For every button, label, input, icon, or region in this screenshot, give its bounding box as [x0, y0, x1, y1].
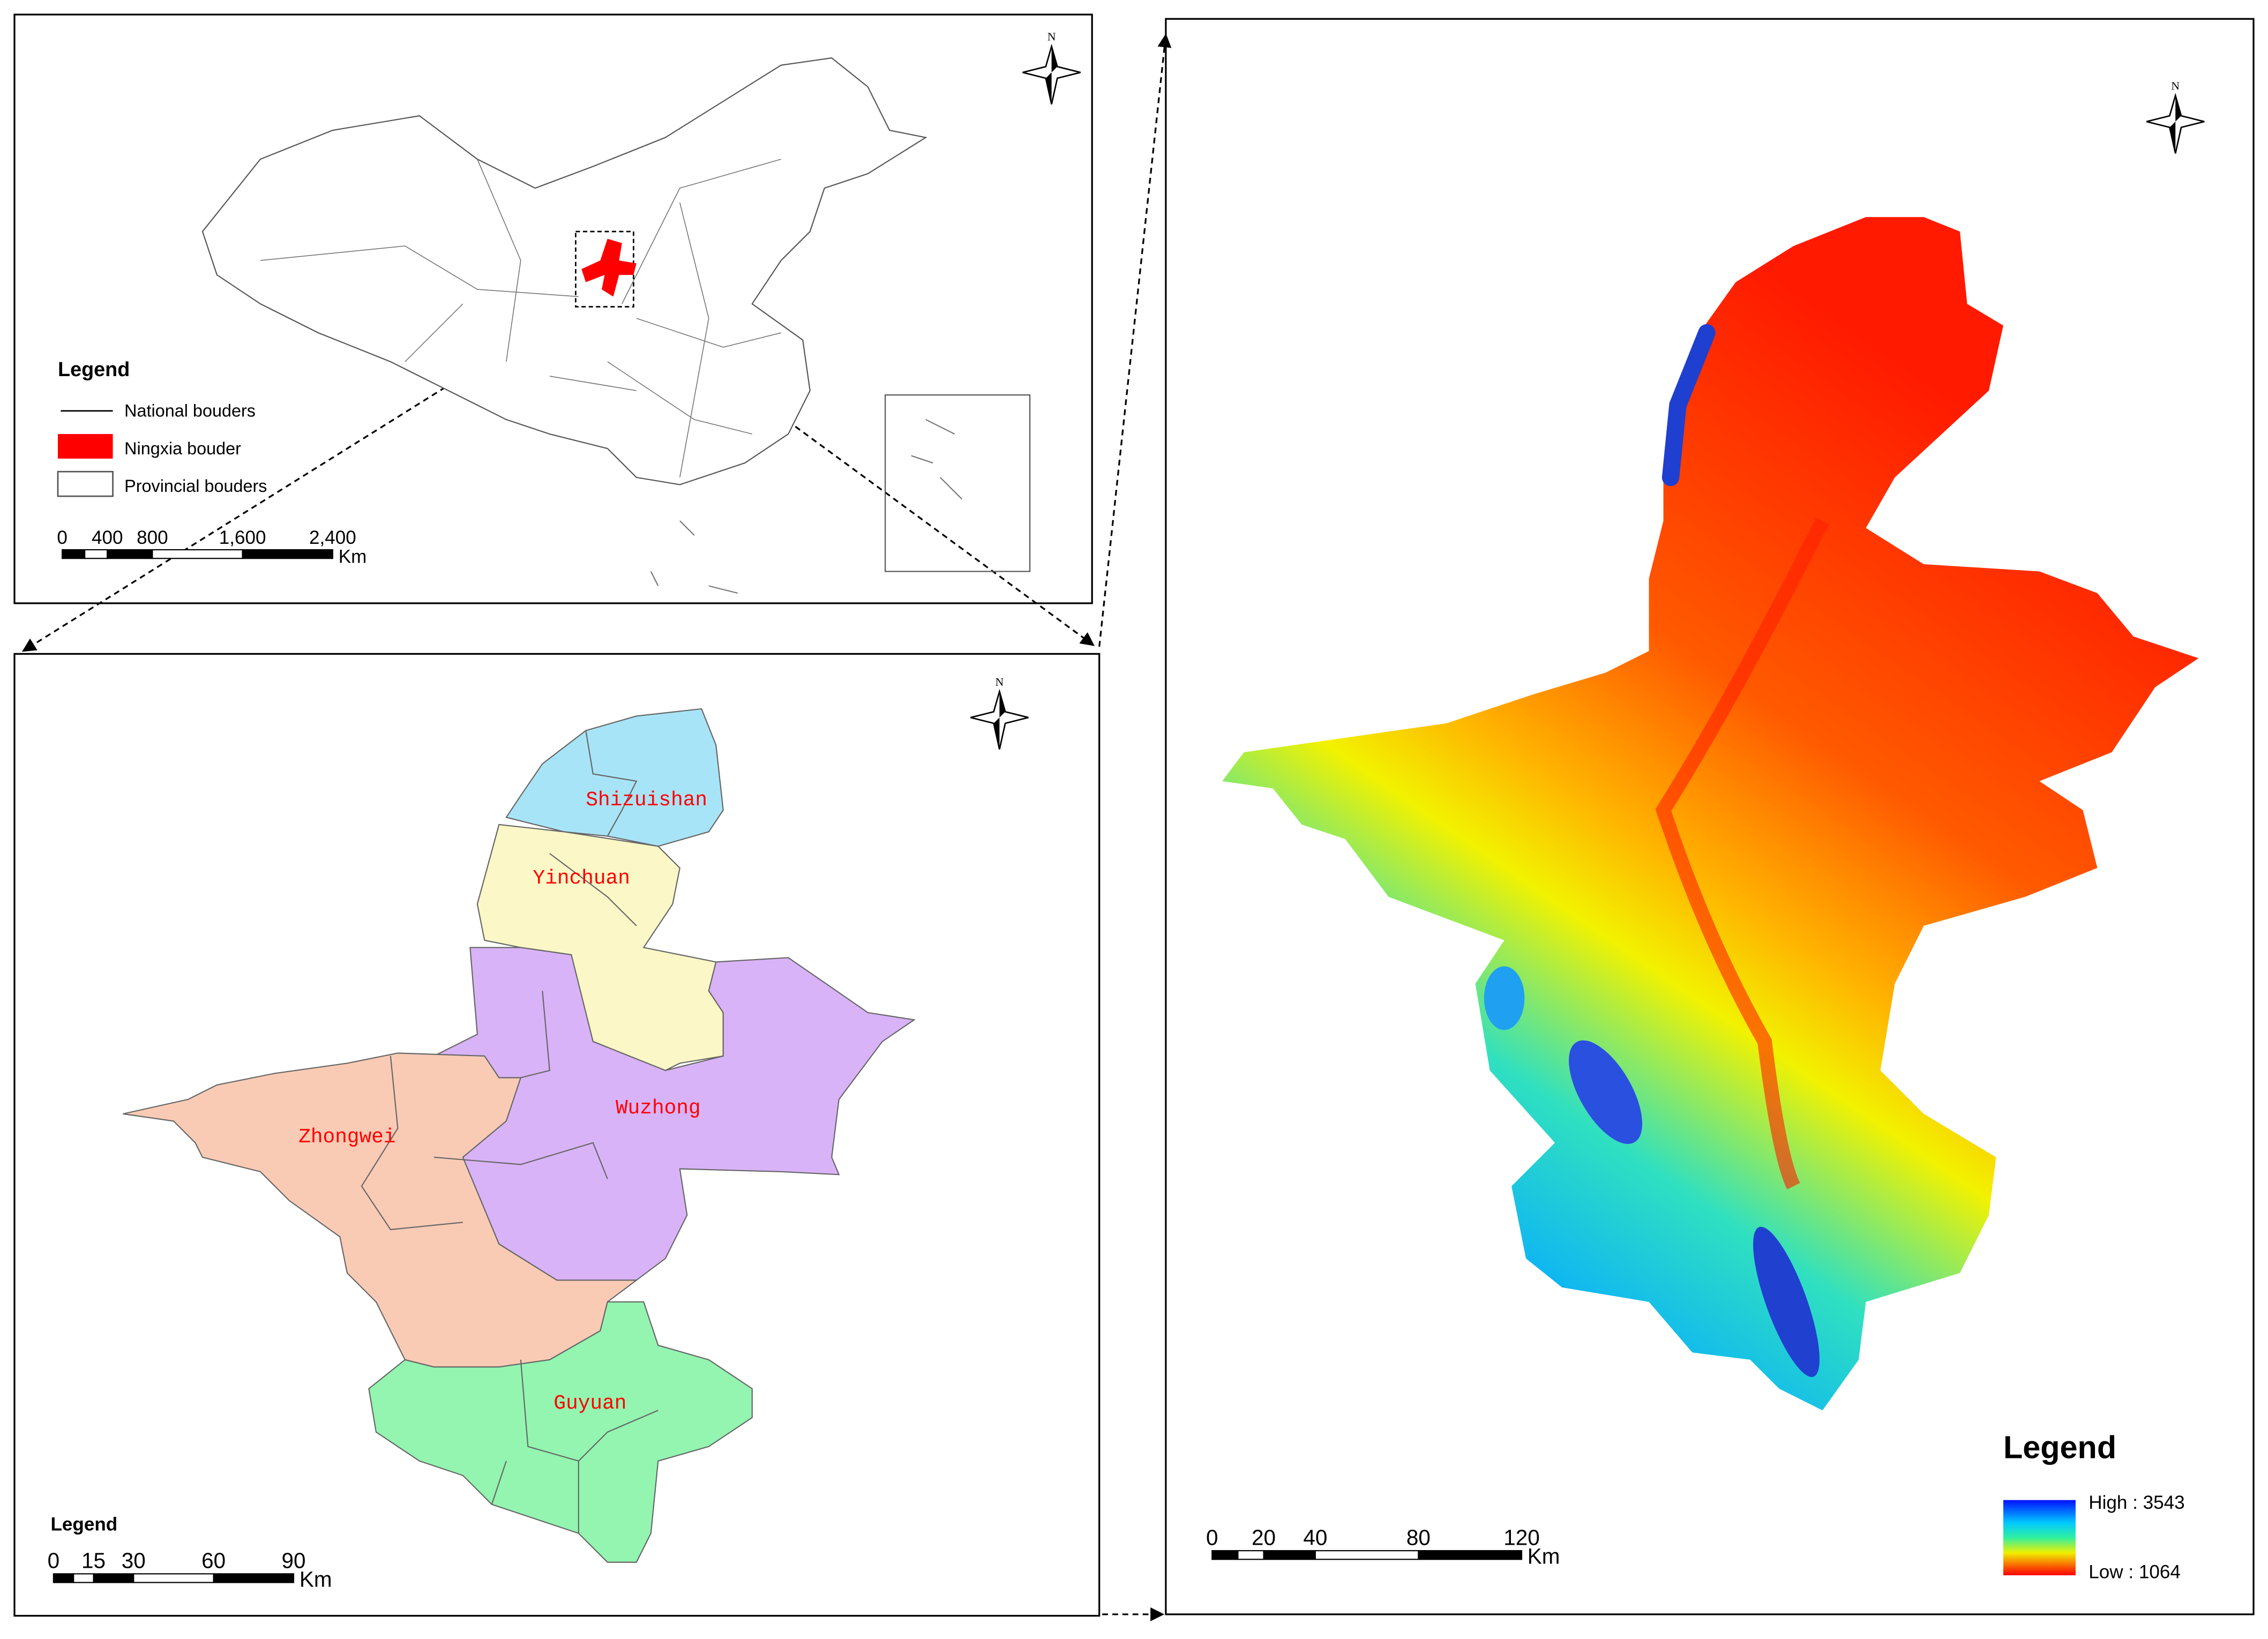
region-label: Yinchuan [533, 867, 630, 890]
scale-unit: Km [300, 1567, 332, 1592]
legend-ramp [2003, 1500, 2076, 1576]
region-label: Wuzhong [616, 1097, 701, 1120]
north-arrow [2169, 95, 2182, 154]
scale-label: 20 [1252, 1525, 1276, 1550]
river-valley [1655, 517, 1829, 1189]
scale-label: 15 [81, 1548, 106, 1573]
scale-segment [1237, 1550, 1264, 1560]
scale-label: 400 [92, 527, 123, 548]
highland [1661, 324, 1716, 487]
north-label: N [1047, 31, 1056, 43]
scale-segment [93, 1573, 134, 1583]
scale-label: 0 [57, 527, 68, 548]
islands [650, 419, 963, 594]
legend-symbol [57, 434, 113, 459]
region-label: Guyuan [553, 1393, 626, 1415]
scale-label: 90 [282, 1548, 306, 1573]
highland [1753, 1226, 1820, 1377]
scale-unit: Km [1528, 1544, 1560, 1568]
scale-segment [62, 549, 86, 559]
legend-low: Low : 1064 [2089, 1561, 2181, 1582]
legend-high: High : 3543 [2089, 1492, 2184, 1513]
north-arrow [993, 691, 1006, 750]
ningxia-locator [581, 238, 637, 297]
county-borders [361, 730, 658, 1533]
scale-label: 1,600 [219, 527, 266, 548]
inset-frame [885, 394, 1031, 572]
scale-segment [1211, 1550, 1239, 1560]
legend-item: National bouders [124, 401, 256, 421]
highland [1484, 966, 1525, 1030]
provincial-borders [260, 159, 782, 478]
scale-label: 30 [122, 1548, 146, 1573]
connector [1098, 33, 1172, 647]
elevation-surface [1222, 217, 2199, 1411]
region-label: Shizuishan [586, 789, 707, 812]
china-outline [201, 57, 927, 485]
scale-label: 0 [1206, 1525, 1218, 1550]
scale-segment [1314, 1550, 1419, 1560]
scale-label: 120 [1503, 1525, 1540, 1550]
scale-segment [53, 1573, 74, 1583]
scale-segment [84, 549, 108, 559]
north-label: N [995, 676, 1004, 688]
legend-title: Legend [50, 1514, 117, 1535]
legend-title: Legend [2003, 1429, 2116, 1465]
scale-segment [133, 1573, 214, 1583]
scale-segment [242, 549, 333, 559]
scale-label: 40 [1303, 1525, 1327, 1550]
connector [21, 306, 575, 652]
region-guyuan [368, 1301, 753, 1563]
region-label: Zhongwei [298, 1126, 395, 1149]
scale-segment [107, 549, 153, 559]
scale-segment [152, 549, 243, 559]
scale-label: 0 [48, 1548, 60, 1573]
scale-label: 800 [137, 527, 168, 548]
scale-label: 2,400 [309, 527, 356, 548]
scale-segment [73, 1573, 94, 1583]
legend-symbol [57, 470, 114, 497]
scale-segment [1418, 1550, 1523, 1560]
scale-segment [1263, 1550, 1316, 1560]
legend-title: Legend [58, 358, 130, 381]
scale-segment [213, 1573, 295, 1583]
legend-item: Ningxia bouder [124, 439, 241, 458]
scale-unit: Km [339, 546, 367, 567]
legend-item: Provincial bouders [124, 476, 267, 496]
highland [1569, 1040, 1643, 1144]
north-label: N [2171, 80, 2180, 93]
north-arrow [1045, 46, 1058, 104]
scale-label: 80 [1406, 1525, 1431, 1550]
scale-label: 60 [201, 1548, 226, 1573]
